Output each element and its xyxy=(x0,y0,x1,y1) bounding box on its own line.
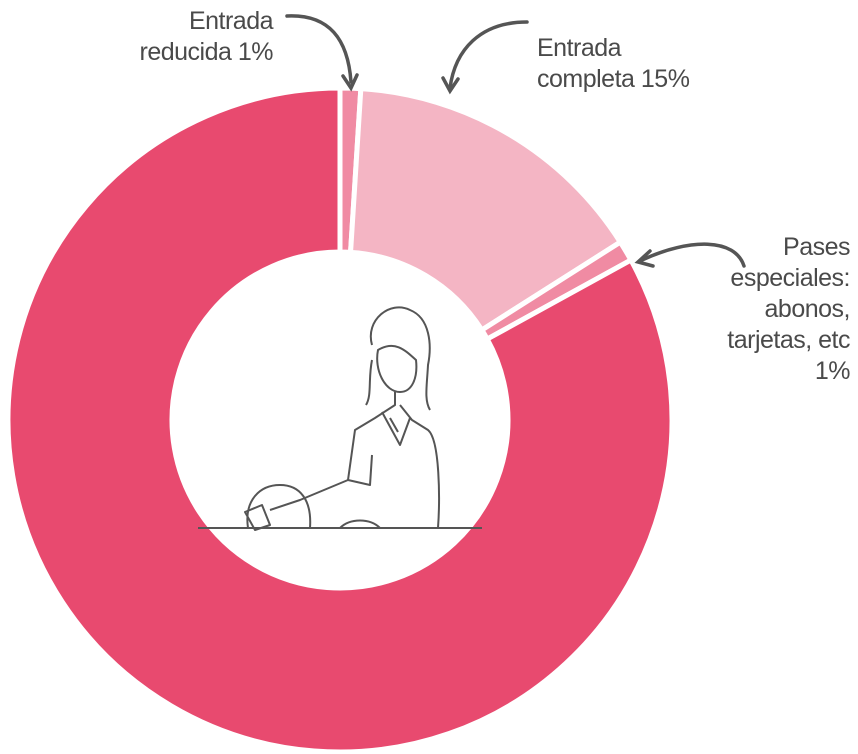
cashier-illustration xyxy=(198,307,482,530)
page: Entrada reducida 1% Entrada completa 15%… xyxy=(0,0,858,754)
hand xyxy=(340,521,380,529)
arrow xyxy=(287,16,351,82)
hair xyxy=(371,307,430,410)
category-label: Pases especiales: abonos, tarjetas, etc xyxy=(727,233,850,354)
hair-back xyxy=(366,360,372,405)
face xyxy=(377,346,416,392)
slice-label: Entrada reducida 1% xyxy=(98,6,273,68)
collar xyxy=(382,412,410,445)
arm xyxy=(348,392,395,485)
value-label: 1% xyxy=(815,357,850,385)
donut xyxy=(8,88,672,752)
body xyxy=(400,405,439,528)
arrow xyxy=(450,22,527,88)
value-label: 15% xyxy=(641,65,690,93)
slice-label: Pases especiales: abonos, tarjetas, etc … xyxy=(688,232,850,387)
category-label: Entrada completa xyxy=(537,34,634,93)
slice-label: Entrada completa 15% xyxy=(537,33,719,95)
value-label: 1% xyxy=(238,38,273,66)
